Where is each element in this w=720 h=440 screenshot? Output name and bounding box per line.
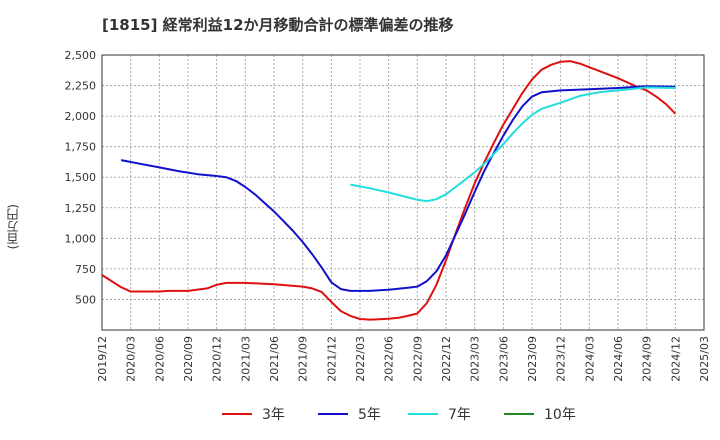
legend-label-2: 7年 [448, 407, 471, 423]
x-tick-label: 2024/12 [669, 336, 682, 382]
x-tick-label: 2022/03 [354, 336, 367, 382]
y-tick-label: 2,000 [65, 110, 97, 123]
y-tick-label: 2,500 [65, 49, 97, 62]
x-tick-label: 2024/09 [641, 336, 654, 382]
y-tick-label: 1,500 [65, 171, 97, 184]
series-lines [101, 60, 677, 321]
y-tick-label: 2,250 [65, 80, 97, 93]
y-tick-label: 1,750 [65, 141, 97, 154]
x-tick-label: 2023/09 [526, 336, 539, 382]
x-tick-label: 2020/06 [153, 336, 166, 382]
x-tick-label: 2020/09 [182, 336, 195, 382]
y-tick-label: 750 [75, 263, 96, 276]
y-tick-label: 1,250 [65, 202, 97, 215]
x-tick-label: 2024/06 [612, 336, 625, 382]
series-line-0 [101, 60, 677, 321]
x-tick-label: 2025/03 [698, 336, 711, 382]
x-tick-label: 2021/09 [297, 336, 310, 382]
x-tick-label: 2020/03 [125, 336, 138, 382]
x-tick-label: 2023/06 [497, 336, 510, 382]
x-tick-label: 2023/03 [469, 336, 482, 382]
x-tick-label: 2022/06 [383, 336, 396, 382]
y-tick-label: 500 [75, 293, 96, 306]
x-tick-labels: 2019/12 2020/03 2020/06 2020/09 2020/12 2021/… [96, 336, 711, 382]
x-tick-label: 2021/12 [325, 336, 338, 382]
y-tick-labels: 500 750 1,000 1,250 1,500 1,750 2,000 2,250 2,50… [65, 49, 97, 306]
legend: 3年 5年 7年 10年 [222, 407, 576, 423]
legend-label-3: 10年 [544, 407, 576, 423]
y-tick-label: 1,000 [65, 232, 97, 245]
x-tick-label: 2022/12 [440, 336, 453, 382]
x-tick-label: 2023/12 [555, 336, 568, 382]
x-tick-label: 2019/12 [96, 336, 109, 382]
x-tick-label: 2021/06 [268, 336, 281, 382]
plot-frame [101, 54, 705, 331]
x-tick-label: 2020/12 [211, 336, 224, 382]
series-line-2 [350, 86, 676, 203]
x-tick-label: 2024/03 [583, 336, 596, 382]
series-line-1 [120, 85, 676, 292]
x-tick-label: 2021/03 [239, 336, 252, 382]
legend-label-0: 3年 [262, 407, 285, 423]
chart-title: [1815] 経常利益12か月移動合計の標準偏差の推移 [102, 16, 454, 34]
x-tick-label: 2022/09 [411, 336, 424, 382]
legend-label-1: 5年 [358, 407, 381, 423]
